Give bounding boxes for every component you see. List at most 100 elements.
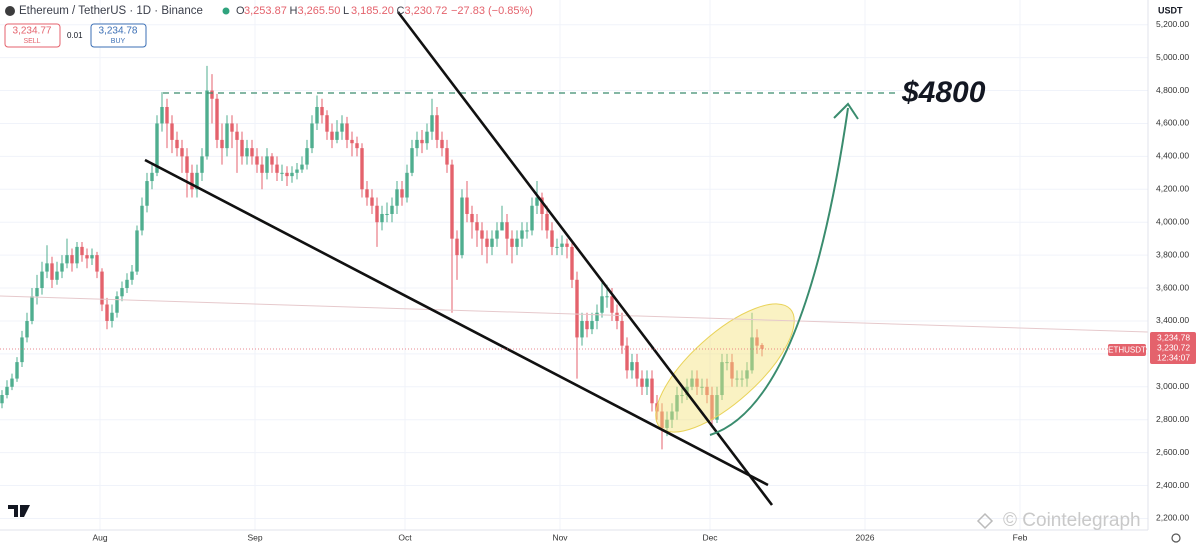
candle-body — [170, 123, 174, 140]
sell-label[interactable]: SELL — [23, 38, 40, 45]
candle-body — [650, 378, 654, 404]
candle-body — [355, 143, 359, 149]
x-tick-label: Sep — [247, 532, 262, 542]
ohlc-value: 3,185.20 — [351, 5, 394, 17]
spread: 0.01 — [67, 31, 83, 40]
candle-body — [285, 172, 289, 177]
y-tick-label: 5,000.00 — [1156, 52, 1189, 62]
candle-body — [220, 139, 224, 149]
countdown: 12:34:07 — [1157, 352, 1190, 362]
settings-icon[interactable] — [1171, 533, 1181, 543]
candle-body — [50, 263, 54, 280]
candle-body — [630, 362, 634, 371]
candle-body — [760, 345, 764, 349]
y-tick-label: 2,800.00 — [1156, 414, 1189, 424]
candle-body — [105, 304, 109, 321]
candle-body — [335, 131, 339, 140]
candle-body — [720, 362, 724, 396]
candle-body — [150, 172, 154, 182]
candle-body — [195, 172, 199, 190]
upper-trendline — [396, 11, 774, 506]
candle-body — [590, 320, 594, 330]
candle-body — [110, 312, 114, 321]
symbol-icon — [5, 6, 15, 16]
y-tick-label: 4,600.00 — [1156, 118, 1189, 128]
candle-body — [360, 148, 364, 190]
candle-body — [395, 189, 399, 206]
candle-body — [40, 271, 44, 289]
candle-body — [420, 139, 424, 144]
guide-line — [0, 295, 1149, 333]
sell-price[interactable]: 3,234.77 — [13, 26, 52, 37]
candle-body — [635, 362, 639, 379]
candle-body — [20, 337, 24, 363]
candle-body — [605, 296, 609, 298]
change: −27.83 (−0.85%) — [451, 5, 533, 17]
candle-body — [530, 205, 534, 231]
x-axis: Aug Sep Oct Nov Dec 2026 Feb — [92, 532, 1027, 542]
sell-button[interactable] — [4, 23, 61, 48]
x-tick-label: Dec — [702, 532, 718, 542]
candle-body — [380, 213, 384, 223]
candle-body — [200, 156, 204, 173]
y-tick-label: 3,000.00 — [1156, 381, 1189, 391]
candle-body — [365, 189, 369, 198]
candle-body — [450, 164, 454, 239]
candle-body — [95, 255, 99, 272]
candle-body — [10, 378, 14, 387]
candle-body — [405, 172, 409, 198]
candle-body — [190, 172, 194, 190]
candle-body — [60, 263, 64, 272]
y-tick-label: 2,400.00 — [1156, 480, 1189, 490]
candle-body — [250, 148, 254, 157]
y-tick-label: 4,200.00 — [1156, 184, 1189, 194]
candle-body — [210, 90, 214, 99]
candle-body — [745, 370, 749, 379]
buy-button[interactable] — [90, 23, 147, 48]
watermark-icon — [976, 512, 994, 530]
candle-body — [495, 230, 499, 239]
candle-body — [680, 395, 684, 397]
candle-body — [90, 255, 94, 259]
candle-body — [455, 238, 459, 256]
candle-body — [155, 123, 159, 173]
candle-body — [45, 263, 49, 272]
y-tick-label: 5,200.00 — [1156, 19, 1189, 29]
price-tag: 3,230.72 — [1157, 342, 1190, 352]
tv-logo — [8, 505, 30, 517]
candle-body — [740, 378, 744, 380]
currency: USDT — [1158, 5, 1183, 15]
candle-body — [735, 378, 739, 380]
y-tick-label: 2,200.00 — [1156, 513, 1189, 523]
candles — [0, 65, 764, 450]
candle-body — [485, 238, 489, 247]
buy-price[interactable]: 3,234.78 — [99, 26, 138, 37]
x-tick-label: Nov — [552, 532, 568, 542]
candle-body — [225, 123, 229, 149]
candle-body — [565, 243, 569, 247]
watermark: © Cointelegraph — [1003, 510, 1141, 531]
candle-body — [70, 255, 74, 264]
x-tick-label: Oct — [398, 532, 412, 542]
candle-body — [295, 169, 299, 173]
market-status — [222, 7, 230, 15]
candle-body — [100, 271, 104, 305]
ohlc-key: O — [236, 5, 245, 17]
candle-body — [185, 156, 189, 173]
candle-body — [375, 205, 379, 223]
candle-body — [125, 279, 129, 289]
candle-body — [725, 362, 729, 364]
candle-body — [340, 123, 344, 132]
candle-body — [755, 337, 759, 346]
buy-label[interactable]: BUY — [111, 38, 126, 45]
y-tick-label: 4,000.00 — [1156, 216, 1189, 226]
candle-body — [615, 312, 619, 321]
candle-body — [145, 181, 149, 206]
candle-body — [695, 378, 699, 387]
candle-body — [550, 230, 554, 247]
y-tick-label: 3,800.00 — [1156, 249, 1189, 259]
candle-body — [430, 115, 434, 132]
candle-body — [555, 246, 559, 248]
candle-body — [545, 213, 549, 231]
candle-body — [300, 164, 304, 170]
